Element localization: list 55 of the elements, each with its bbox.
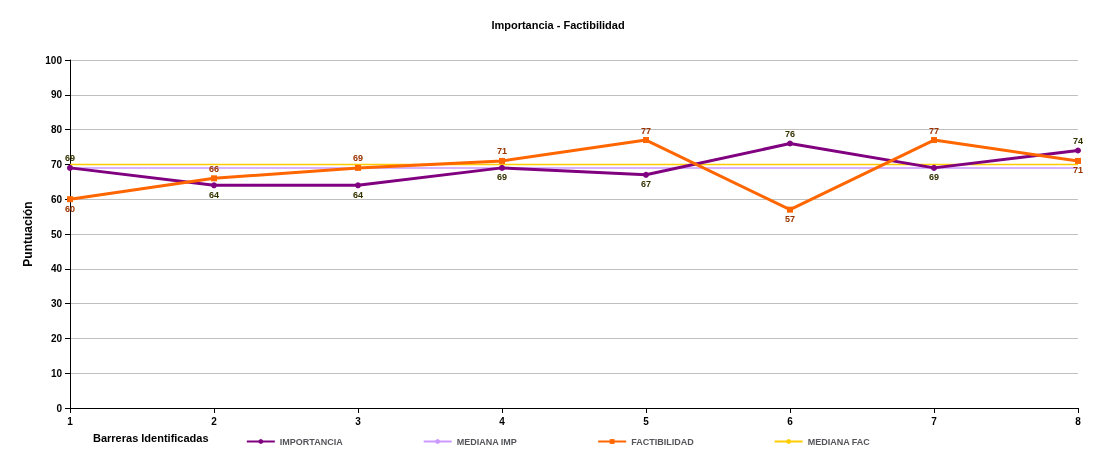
data-label: 64: [352, 189, 364, 200]
point: [787, 140, 793, 147]
data-label: 64: [208, 189, 220, 200]
y-tick-label: 50: [50, 228, 63, 240]
x-tick-label: 1: [67, 415, 74, 427]
point: [787, 206, 793, 213]
point: [1075, 157, 1081, 164]
point: [499, 157, 505, 164]
data-label: 76: [784, 129, 796, 140]
point: [931, 137, 937, 144]
data-label: 71: [496, 146, 508, 157]
legend-label: FACTIBILIDAD: [631, 436, 695, 447]
point: [931, 164, 937, 171]
x-axis-title: Barreras Identificadas: [93, 431, 209, 444]
x-tick-label: 6: [787, 415, 794, 427]
x-tick-label: 5: [643, 415, 650, 427]
x-tick-label: 7: [931, 415, 938, 427]
y-tick-label: 80: [50, 124, 63, 136]
chart-title: Importancia - Factibilidad: [491, 18, 625, 31]
point: [643, 137, 649, 144]
data-label: 69: [928, 172, 940, 183]
y-tick-label: 100: [45, 54, 63, 66]
y-tick-label: 90: [50, 89, 63, 101]
data-label: 77: [640, 125, 652, 136]
data-label: 67: [640, 179, 652, 190]
legend-label: MEDIANA IMP: [456, 436, 517, 447]
y-tick-label: 10: [50, 367, 63, 379]
legend-label: MEDIANA FAC: [807, 436, 871, 447]
x-tick-label: 3: [355, 415, 362, 427]
y-tick-label: 70: [50, 158, 63, 170]
x-tick-label: 4: [499, 415, 506, 427]
data-label: 57: [784, 214, 796, 225]
legend-label: IMPORTANCIA: [279, 436, 344, 447]
point: [67, 164, 73, 171]
y-tick-label: 60: [50, 193, 63, 205]
point: [355, 164, 361, 171]
y-axis-title: Puntuación: [21, 201, 36, 267]
data-label: 69: [352, 153, 364, 164]
data-label: 69: [496, 172, 508, 183]
point: [643, 171, 649, 178]
point: [1075, 147, 1081, 154]
x-tick-label: 8: [1075, 415, 1082, 427]
point: [499, 164, 505, 171]
data-label: 74: [1072, 135, 1084, 146]
data-label: 71: [1072, 165, 1084, 176]
data-label: 66: [208, 163, 220, 174]
point: [211, 182, 217, 189]
y-tick-label: 20: [50, 332, 63, 344]
y-tick-label: 40: [50, 263, 63, 275]
data-label: 77: [928, 125, 940, 136]
point: [355, 182, 361, 189]
point: [211, 175, 217, 182]
x-tick-label: 2: [211, 415, 218, 427]
y-tick-label: 30: [50, 298, 63, 310]
y-tick-label: 0: [56, 402, 63, 414]
